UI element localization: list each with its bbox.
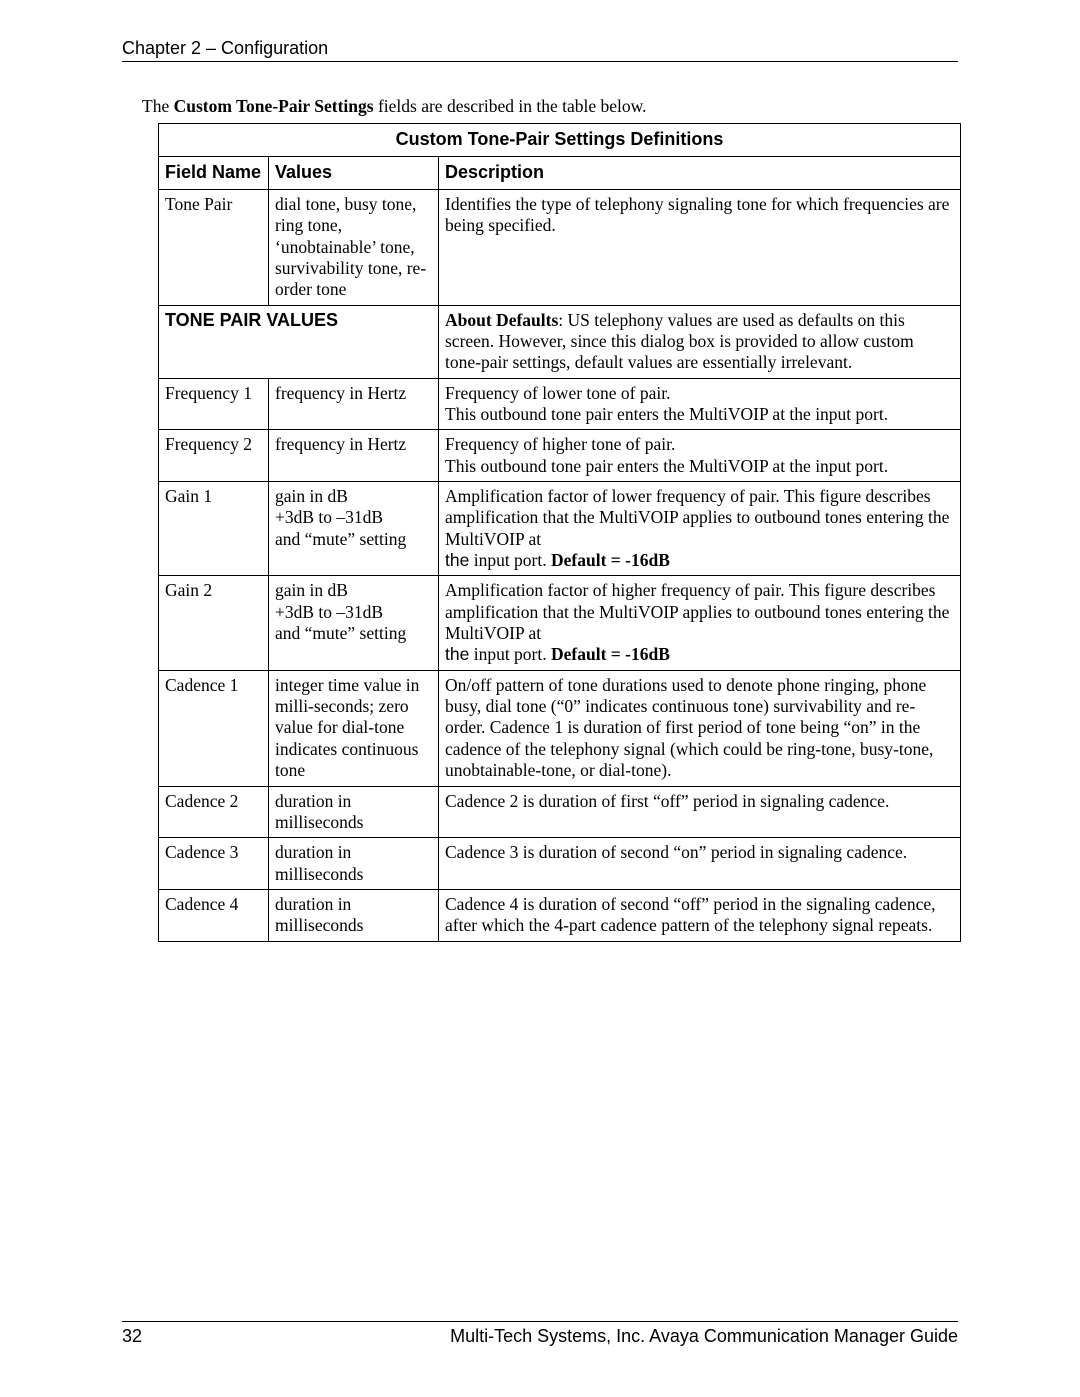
freq1-desc-l1: Frequency of lower tone of pair.	[445, 383, 670, 403]
row-gain-2: Gain 2 gain in dB +3dB to –31dB and “mut…	[159, 576, 961, 670]
cell-desc: Frequency of higher tone of pair. This o…	[439, 430, 961, 482]
row-gain-1: Gain 1 gain in dB +3dB to –31dB and “mut…	[159, 482, 961, 576]
page: Chapter 2 – Configuration The Custom Ton…	[0, 0, 1080, 1397]
cell-desc: Amplification factor of lower frequency …	[439, 482, 961, 576]
cell-section-desc: About Defaults: US telephony values are …	[439, 305, 961, 378]
table-title-row: Custom Tone-Pair Settings Definitions	[159, 124, 961, 157]
about-defaults-bold: About Defaults	[445, 310, 558, 330]
gain2-values-l1: gain in dB	[275, 580, 348, 600]
cell-values: frequency in Hertz	[269, 378, 439, 430]
gain1-values-l2: +3dB to –31dB	[275, 507, 383, 527]
row-tone-pair-values-section: TONE PAIR VALUES About Defaults: US tele…	[159, 305, 961, 378]
footer-rule	[122, 1321, 958, 1322]
col-values: Values	[269, 156, 439, 189]
chapter-header: Chapter 2 – Configuration	[122, 38, 958, 61]
page-number: 32	[122, 1326, 142, 1347]
footer-row: 32 Multi-Tech Systems, Inc. Avaya Commun…	[122, 1326, 958, 1347]
gain1-desc-port: input port.	[469, 550, 551, 570]
row-cadence-3: Cadence 3 duration in milliseconds Caden…	[159, 838, 961, 890]
intro-line: The Custom Tone-Pair Settings fields are…	[142, 96, 958, 117]
cell-field: Cadence 1	[159, 670, 269, 786]
cell-field: Frequency 1	[159, 378, 269, 430]
gain2-values-l3: and “mute” setting	[275, 623, 406, 643]
cell-desc: On/off pattern of tone durations used to…	[439, 670, 961, 786]
cell-desc: Cadence 4 is duration of second “off” pe…	[439, 889, 961, 941]
cell-desc: Amplification factor of higher frequency…	[439, 576, 961, 670]
row-cadence-4: Cadence 4 duration in milliseconds Caden…	[159, 889, 961, 941]
cell-desc: Cadence 3 is duration of second “on” per…	[439, 838, 961, 890]
definitions-table: Custom Tone-Pair Settings Definitions Fi…	[158, 123, 961, 942]
cell-values: gain in dB +3dB to –31dB and “mute” sett…	[269, 482, 439, 576]
gain2-desc-main: Amplification factor of higher frequency…	[445, 580, 949, 643]
cell-desc: Identifies the type of telephony signali…	[439, 189, 961, 305]
row-frequency-2: Frequency 2 frequency in Hertz Frequency…	[159, 430, 961, 482]
cell-section-label: TONE PAIR VALUES	[159, 305, 439, 378]
cell-desc: Frequency of lower tone of pair. This ou…	[439, 378, 961, 430]
gain2-default: Default = -16dB	[551, 644, 670, 664]
cell-values: duration in milliseconds	[269, 786, 439, 838]
cell-desc: Cadence 2 is duration of first “off” per…	[439, 786, 961, 838]
cell-values: gain in dB +3dB to –31dB and “mute” sett…	[269, 576, 439, 670]
cell-values: frequency in Hertz	[269, 430, 439, 482]
row-frequency-1: Frequency 1 frequency in Hertz Frequency…	[159, 378, 961, 430]
gain1-desc-the: the	[445, 550, 469, 570]
cell-values: duration in milliseconds	[269, 889, 439, 941]
table-title: Custom Tone-Pair Settings Definitions	[159, 124, 961, 157]
cell-field: Cadence 3	[159, 838, 269, 890]
gain1-desc-main: Amplification factor of lower frequency …	[445, 486, 949, 549]
intro-bold: Custom Tone-Pair Settings	[174, 96, 374, 116]
freq1-desc-l2: This outbound tone pair enters the Multi…	[445, 404, 888, 424]
footer-text: Multi-Tech Systems, Inc. Avaya Communica…	[450, 1326, 958, 1347]
table-header-row: Field Name Values Description	[159, 156, 961, 189]
cell-values: integer time value in milli-seconds; zer…	[269, 670, 439, 786]
cell-field: Frequency 2	[159, 430, 269, 482]
col-field-name: Field Name	[159, 156, 269, 189]
cell-field: Tone Pair	[159, 189, 269, 305]
cell-field: Gain 1	[159, 482, 269, 576]
footer: 32 Multi-Tech Systems, Inc. Avaya Commun…	[122, 1321, 958, 1347]
row-tone-pair: Tone Pair dial tone, busy tone, ring ton…	[159, 189, 961, 305]
cell-values: duration in milliseconds	[269, 838, 439, 890]
cell-field: Cadence 2	[159, 786, 269, 838]
gain1-default: Default = -16dB	[551, 550, 670, 570]
cell-field: Cadence 4	[159, 889, 269, 941]
gain2-values-l2: +3dB to –31dB	[275, 602, 383, 622]
gain1-values-l1: gain in dB	[275, 486, 348, 506]
col-description: Description	[439, 156, 961, 189]
gain2-desc-the: the	[445, 644, 469, 664]
gain2-desc-port: input port.	[469, 644, 551, 664]
cell-field: Gain 2	[159, 576, 269, 670]
intro-suffix: fields are described in the table below.	[374, 96, 647, 116]
gain1-values-l3: and “mute” setting	[275, 529, 406, 549]
chapter-rule	[122, 61, 958, 62]
row-cadence-1: Cadence 1 integer time value in milli-se…	[159, 670, 961, 786]
intro-prefix: The	[142, 96, 174, 116]
cell-values: dial tone, busy tone, ring tone, ‘unobta…	[269, 189, 439, 305]
freq2-desc-l1: Frequency of higher tone of pair.	[445, 434, 675, 454]
row-cadence-2: Cadence 2 duration in milliseconds Caden…	[159, 786, 961, 838]
freq2-desc-l2: This outbound tone pair enters the Multi…	[445, 456, 888, 476]
